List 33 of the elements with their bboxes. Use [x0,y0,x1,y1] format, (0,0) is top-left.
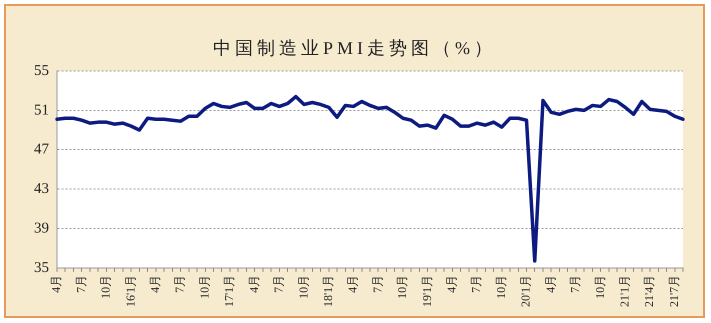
x-tick-label: 21'7月 [666,274,681,308]
x-tick-label: 17'1月 [222,274,236,308]
x-tick-label: 10月 [197,274,212,299]
x-tick-label: 19'1月 [420,274,434,308]
y-tick-label: 39 [34,220,49,236]
x-tick-label: 7月 [469,274,484,293]
x-tick-label: 18'1月 [320,274,335,308]
x-tick-label: 10月 [395,274,410,299]
x-tick-label: 4月 [444,274,459,293]
x-tick-label: 4月 [543,274,558,293]
x-tick-label: 21'4月 [642,274,656,308]
x-tick-label: 7月 [172,274,187,293]
x-tick-label: 7月 [370,274,384,293]
y-tick-label: 35 [34,260,49,276]
x-tick-label: 7月 [272,274,286,293]
y-tick-label: 47 [34,142,50,158]
x-tick-label: 4月 [49,274,64,293]
x-tick-label: 10月 [98,274,113,299]
x-tick-label: 20'1月 [518,274,533,308]
x-tick-label: 4月 [346,274,360,293]
x-tick-label: 4月 [148,274,162,293]
x-tick-label: 4月 [246,274,261,293]
x-tick-label: 10月 [592,274,607,299]
x-tick-label: 21'1月 [618,274,632,308]
y-tick-label: 43 [34,181,49,198]
x-tick-label: 7月 [568,274,582,293]
y-tick-label: 55 [34,62,49,79]
x-tick-label: 7月 [74,274,88,293]
x-tick-label: 10月 [296,274,310,299]
chart-title: 中国制造业PMI走势图（%） [212,37,497,60]
x-tick-label: 16'1月 [123,274,138,308]
y-tick-label: 51 [34,102,49,118]
x-tick-label: 10月 [494,274,508,299]
